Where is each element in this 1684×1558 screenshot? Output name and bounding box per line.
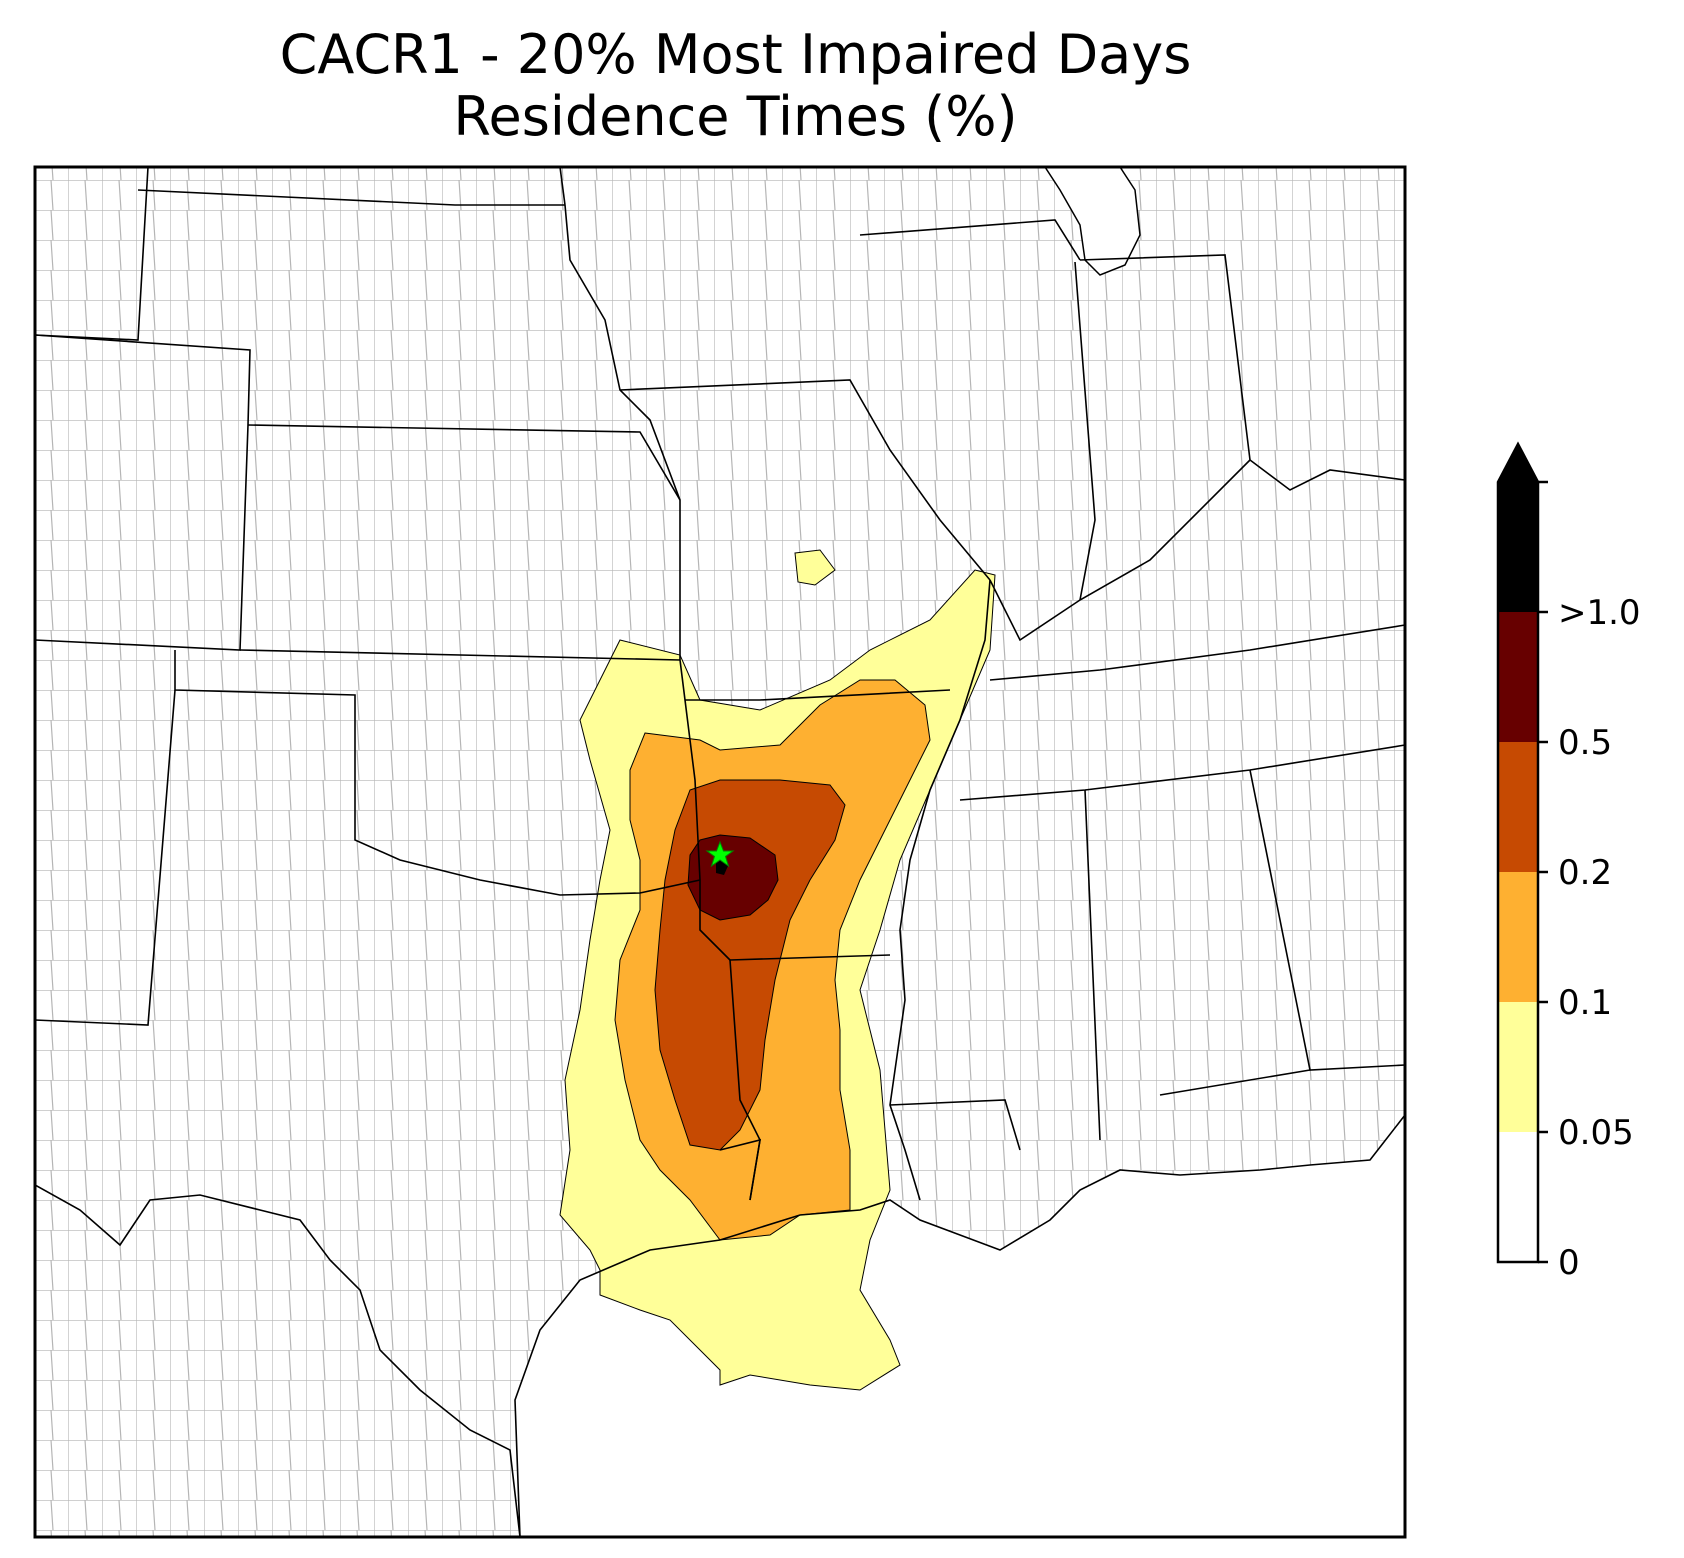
state-borders bbox=[35, 167, 1405, 1201]
colorbar-bin-0 bbox=[1498, 1132, 1538, 1262]
title-line-1: CACR1 - 20% Most Impaired Days bbox=[279, 23, 1192, 86]
colorbar-tick-label: >1.0 bbox=[1558, 593, 1641, 633]
gulf-coastline bbox=[514, 1114, 1405, 1537]
colorbar: 0 0.05 0.1 0.2 0.5 >1.0 bbox=[1496, 441, 1641, 1283]
map-frame bbox=[33, 165, 1407, 1539]
contour-0.5 bbox=[687, 834, 779, 921]
colorbar-tick-label: 0.1 bbox=[1558, 983, 1612, 1023]
map-title: CACR1 - 20% Most Impaired Days Residence… bbox=[33, 24, 1438, 148]
title-line-2: Residence Times (%) bbox=[453, 85, 1018, 148]
colorbar-bin-3 bbox=[1498, 742, 1538, 872]
colorbar-tick-label: 0.2 bbox=[1558, 853, 1612, 893]
contour-0.05-island bbox=[794, 549, 836, 586]
colorbar-bin-4 bbox=[1498, 612, 1538, 742]
site-star-icon bbox=[705, 840, 735, 868]
colorbar-extend-max bbox=[1498, 444, 1538, 612]
colorbar-tick-label: 0.05 bbox=[1558, 1113, 1634, 1153]
international-border bbox=[35, 1184, 521, 1537]
gulf-of-mexico bbox=[515, 1115, 1405, 1537]
colorbar-tick-label: 0 bbox=[1558, 1243, 1580, 1283]
colorbar-bin-1 bbox=[1498, 1002, 1538, 1132]
colorbar-bin-2 bbox=[1498, 872, 1538, 1002]
colorbar-tick-label: 0.5 bbox=[1558, 723, 1612, 763]
lake-michigan bbox=[1044, 167, 1141, 276]
colorbar-outline bbox=[1496, 441, 1540, 1264]
map-panel bbox=[35, 167, 1405, 1537]
